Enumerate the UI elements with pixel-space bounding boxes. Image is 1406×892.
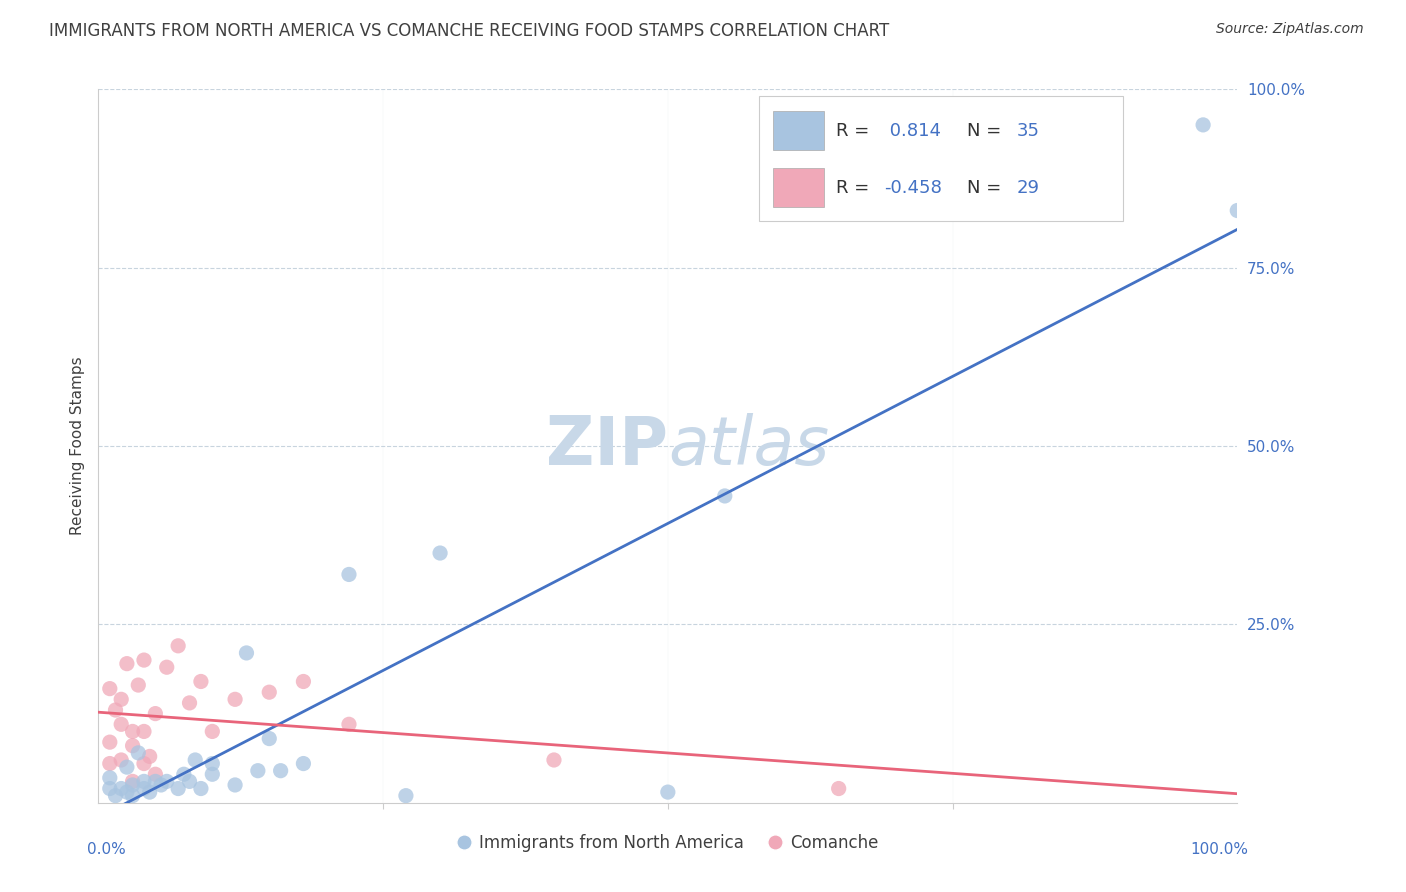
Point [145, 706, 167, 721]
Point [292, 756, 315, 771]
Y-axis label: Receiving Food Stamps: Receiving Food Stamps [69, 357, 84, 535]
Point [270, 764, 292, 778]
Text: N =: N = [967, 121, 1007, 139]
Point [337, 717, 360, 731]
FancyBboxPatch shape [773, 111, 824, 150]
Point [1226, 203, 1249, 218]
Point [138, 749, 160, 764]
Point [224, 778, 246, 792]
Point [657, 785, 679, 799]
Point [132, 653, 155, 667]
Point [115, 657, 138, 671]
Text: 0.0%: 0.0% [87, 842, 125, 857]
Point [121, 724, 143, 739]
Point [201, 724, 224, 739]
Point [167, 639, 190, 653]
Point [115, 760, 138, 774]
Point [246, 764, 269, 778]
Point [121, 774, 143, 789]
Text: -0.458: -0.458 [884, 178, 942, 196]
Point [121, 778, 143, 792]
Point [110, 717, 132, 731]
Point [127, 746, 149, 760]
Text: Source: ZipAtlas.com: Source: ZipAtlas.com [1216, 22, 1364, 37]
Point [179, 774, 201, 789]
Point [429, 546, 451, 560]
Point [110, 753, 132, 767]
Point [98, 681, 121, 696]
Point [167, 781, 190, 796]
Text: 35: 35 [1017, 121, 1039, 139]
Point [132, 774, 155, 789]
Point [98, 735, 121, 749]
Point [127, 678, 149, 692]
Point [121, 789, 143, 803]
Text: 100.0%: 100.0% [1191, 842, 1249, 857]
Point [104, 789, 127, 803]
Point [259, 685, 281, 699]
Point [132, 724, 155, 739]
Point [121, 739, 143, 753]
Point [115, 785, 138, 799]
Point [104, 703, 127, 717]
Point [543, 753, 565, 767]
Text: ZIP: ZIP [546, 413, 668, 479]
Point [828, 781, 851, 796]
Point [145, 774, 167, 789]
Point [184, 753, 207, 767]
Point [110, 692, 132, 706]
Point [292, 674, 315, 689]
Point [156, 660, 179, 674]
Point [395, 789, 418, 803]
Point [259, 731, 281, 746]
Point [150, 778, 173, 792]
Point [145, 767, 167, 781]
Point [110, 781, 132, 796]
Text: 29: 29 [1017, 178, 1039, 196]
FancyBboxPatch shape [759, 96, 1123, 221]
Point [714, 489, 737, 503]
Point [138, 785, 160, 799]
Point [156, 774, 179, 789]
Point [190, 674, 212, 689]
Point [98, 771, 121, 785]
Point [235, 646, 257, 660]
Point [98, 756, 121, 771]
Point [132, 756, 155, 771]
Point [132, 781, 155, 796]
Text: 0.814: 0.814 [884, 121, 941, 139]
Point [179, 696, 201, 710]
Point [173, 767, 195, 781]
Text: R =: R = [837, 178, 876, 196]
Point [337, 567, 360, 582]
Point [201, 756, 224, 771]
Point [224, 692, 246, 706]
Text: IMMIGRANTS FROM NORTH AMERICA VS COMANCHE RECEIVING FOOD STAMPS CORRELATION CHAR: IMMIGRANTS FROM NORTH AMERICA VS COMANCH… [49, 22, 890, 40]
Point [190, 781, 212, 796]
FancyBboxPatch shape [773, 168, 824, 207]
Legend: Immigrants from North America, Comanche: Immigrants from North America, Comanche [450, 828, 886, 859]
Point [201, 767, 224, 781]
Text: N =: N = [967, 178, 1007, 196]
Point [98, 781, 121, 796]
Text: R =: R = [837, 121, 876, 139]
Text: atlas: atlas [668, 413, 830, 479]
Point [1192, 118, 1215, 132]
